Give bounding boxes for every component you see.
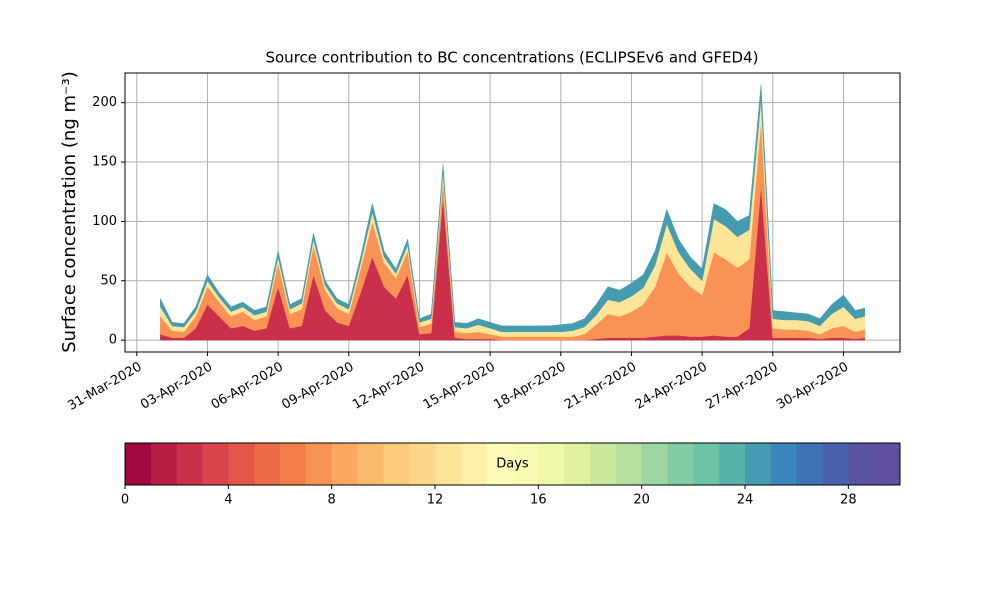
- y-tick-label: 100: [92, 214, 117, 229]
- colorbar-cell: [486, 443, 513, 485]
- colorbar-cell: [693, 443, 720, 485]
- colorbar-cell: [150, 443, 178, 485]
- colorbar-cell: [305, 443, 333, 485]
- x-tick-label: 31-Mar-2020: [65, 360, 144, 414]
- colorbar-cell: [176, 443, 203, 485]
- colorbar-cell: [615, 443, 643, 485]
- chart-title: Source contribution to BC concentrations…: [265, 49, 758, 67]
- x-tick-label: 06-Apr-2020: [209, 360, 286, 413]
- x-tick-label: 03-Apr-2020: [138, 360, 215, 413]
- colorbar-cell: [667, 443, 694, 485]
- colorbar-cell: [228, 443, 255, 485]
- y-tick-label: 200: [92, 95, 117, 110]
- colorbar-frame: [124, 442, 901, 486]
- colorbar-cell: [874, 443, 901, 485]
- colorbar-tick-label: 16: [530, 493, 547, 508]
- colorbar-label: Days: [496, 457, 529, 472]
- colorbar-cell: [848, 443, 875, 485]
- plot-frame: [124, 72, 901, 353]
- colorbar-cell: [641, 443, 668, 485]
- x-tick-label: 15-Apr-2020: [421, 360, 498, 413]
- y-tick-label: 50: [100, 273, 117, 288]
- y-tick-label: 150: [92, 155, 117, 170]
- colorbar-tick-label: 12: [427, 493, 444, 508]
- colorbar-cell: [538, 443, 565, 485]
- x-tick-label: 12-Apr-2020: [350, 360, 427, 413]
- x-tick-label: 21-Apr-2020: [562, 360, 639, 413]
- colorbar-tick-label: 24: [737, 493, 754, 508]
- colorbar-tick-label: 0: [121, 493, 129, 508]
- colorbar-cell: [745, 443, 772, 485]
- area: [160, 84, 865, 333]
- colorbar-tick-label: 28: [840, 493, 857, 508]
- colorbar-cell: [331, 443, 358, 485]
- colorbar-cell: [770, 443, 798, 485]
- x-tick-label: 27-Apr-2020: [703, 360, 780, 413]
- colorbar-cell: [383, 443, 410, 485]
- colorbar-cell: [280, 443, 307, 485]
- colorbar-cell: [435, 443, 462, 485]
- colorbar-cell: [590, 443, 617, 485]
- x-tick-label: 18-Apr-2020: [491, 360, 568, 413]
- colorbar-cell: [512, 443, 539, 485]
- colorbar-tick-label: 8: [328, 493, 336, 508]
- colorbar-cell: [202, 443, 229, 485]
- colorbar-cell: [564, 443, 591, 485]
- x-tick-label: 24-Apr-2020: [633, 360, 710, 413]
- colorbar-tick-label: 4: [224, 493, 232, 508]
- colorbar-cell: [796, 443, 823, 485]
- colorbar-cell: [719, 443, 746, 485]
- x-tick-label: 30-Apr-2020: [774, 360, 851, 413]
- colorbar-cell: [822, 443, 849, 485]
- colorbar-cell: [125, 443, 152, 485]
- colorbar-tick-label: 20: [633, 493, 650, 508]
- colorbar-cell: [357, 443, 384, 485]
- y-tick-label: 0: [109, 333, 117, 348]
- colorbar-cell: [409, 443, 436, 485]
- colorbar-cell: [254, 443, 281, 485]
- colorbar-cell: [460, 443, 488, 485]
- x-tick-label: 09-Apr-2020: [279, 360, 356, 413]
- y-axis-label: Surface concentration (ng m⁻³): [59, 71, 80, 353]
